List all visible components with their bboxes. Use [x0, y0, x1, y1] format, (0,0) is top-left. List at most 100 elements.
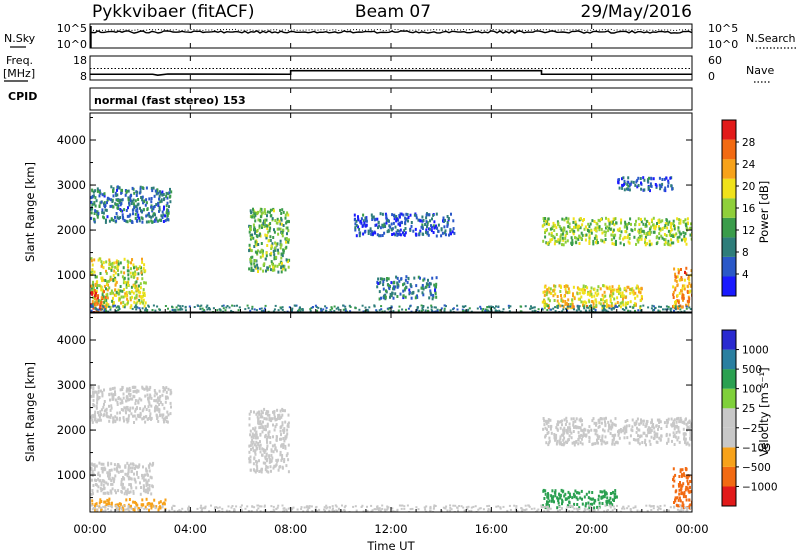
echo-cell — [279, 246, 282, 250]
echo-cell — [581, 223, 584, 227]
echo-cell — [658, 436, 661, 440]
echo-cell — [385, 289, 387, 293]
echo-cell — [378, 224, 381, 228]
echo-cell — [596, 505, 599, 509]
echo-cell — [572, 294, 574, 298]
echo-cell — [152, 205, 155, 209]
echo-cell — [119, 201, 121, 204]
noise-right-tick-top: 10^5 — [708, 22, 738, 35]
echo-cell — [387, 506, 390, 509]
echo-cell — [542, 224, 545, 228]
echo-cell — [253, 308, 256, 311]
echo-cell — [582, 431, 585, 435]
echo-cell — [571, 228, 574, 232]
echo-cell — [684, 441, 686, 445]
echo-cell — [618, 436, 621, 440]
echo-cell — [147, 399, 150, 403]
echo-cell — [122, 476, 125, 480]
echo-cell — [430, 304, 433, 307]
echo-cell — [117, 509, 120, 512]
echo-cell — [582, 300, 585, 304]
echo-cell — [678, 218, 681, 222]
echo-cell — [283, 429, 286, 433]
echo-cell — [640, 234, 643, 238]
echo-cell — [494, 310, 497, 312]
echo-cell — [434, 505, 437, 507]
echo-cell — [646, 509, 649, 512]
power-echo-cells — [90, 176, 692, 312]
echo-cell — [632, 438, 635, 441]
echo-cell — [111, 265, 114, 269]
echo-cell — [678, 291, 681, 295]
echo-cell — [141, 307, 144, 310]
echo-cell — [618, 178, 620, 182]
echo-cell — [137, 272, 140, 276]
echo-cell — [130, 267, 132, 271]
echo-cell — [107, 461, 110, 465]
echo-cell — [99, 285, 102, 289]
echo-cell — [93, 291, 95, 295]
echo-cell — [150, 476, 153, 480]
echo-cell — [614, 217, 617, 221]
echo-cell — [604, 294, 607, 298]
echo-cell — [112, 296, 114, 300]
echo-cell — [90, 466, 93, 470]
echo-cell — [94, 275, 97, 279]
echo-cell — [117, 216, 120, 220]
echo-cell — [181, 507, 184, 510]
echo-cell — [96, 398, 99, 402]
echo-cell — [113, 269, 116, 273]
echo-cell — [265, 412, 268, 416]
x-tick-label: 00:00 — [73, 522, 106, 536]
echo-cell — [374, 508, 377, 511]
echo-cell — [607, 509, 609, 511]
echo-cell — [260, 212, 263, 216]
echo-cell — [132, 491, 135, 495]
echo-cell — [281, 230, 284, 234]
echo-cell — [597, 498, 600, 502]
echo-cell — [270, 505, 273, 508]
echo-cell — [649, 227, 652, 231]
echo-cell — [402, 283, 404, 287]
echo-cell — [157, 508, 160, 512]
echo-cell — [129, 298, 132, 302]
echo-cell — [137, 389, 140, 393]
echo-cell — [358, 234, 361, 238]
echo-cell — [418, 231, 421, 235]
echo-cell — [681, 420, 684, 424]
echo-cell — [525, 508, 528, 511]
echo-cell — [561, 232, 564, 236]
echo-cell — [658, 236, 661, 240]
echo-cell — [581, 435, 584, 438]
echo-cell — [619, 291, 622, 295]
echo-cell — [600, 417, 603, 421]
echo-cell — [136, 277, 139, 281]
echo-cell — [608, 499, 611, 503]
echo-cell — [133, 275, 136, 279]
echo-cell — [249, 228, 252, 232]
echo-cell — [581, 497, 583, 501]
echo-cell — [682, 420, 685, 424]
echo-cell — [571, 441, 574, 445]
echo-cell — [146, 388, 149, 392]
echo-cell — [601, 495, 604, 499]
echo-cell — [615, 221, 618, 225]
echo-cell — [247, 510, 250, 512]
echo-cell — [546, 502, 549, 506]
echo-cell — [553, 242, 556, 246]
echo-cell — [151, 214, 154, 218]
y-tick-label: 2000 — [57, 423, 86, 437]
echo-cell — [575, 491, 578, 495]
echo-cell — [222, 304, 225, 307]
echo-cell — [98, 257, 101, 261]
echo-cell — [616, 301, 619, 304]
echo-cell — [131, 295, 133, 299]
echo-cell — [144, 478, 147, 482]
echo-cell — [260, 422, 263, 426]
echo-cell — [279, 453, 282, 457]
echo-cell — [621, 291, 624, 295]
echo-cell — [103, 284, 106, 288]
echo-cell — [627, 176, 630, 180]
echo-cell — [236, 304, 238, 307]
